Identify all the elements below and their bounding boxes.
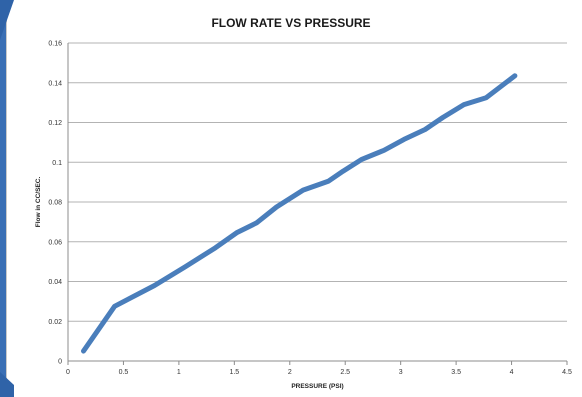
y-tick-label: 0.06 xyxy=(48,239,62,246)
frame-corner-bottom xyxy=(0,372,14,397)
y-tick-label: 0.14 xyxy=(48,80,62,87)
x-tick-label: 3.5 xyxy=(451,369,461,376)
chart-title: FLOW RATE VS PRESSURE xyxy=(211,16,371,30)
y-tick-label: 0.1 xyxy=(52,160,62,167)
x-tick-label: 0 xyxy=(66,369,70,376)
x-tick-label: 0.5 xyxy=(119,369,129,376)
y-tick-label: 0.12 xyxy=(48,120,62,127)
y-axis-label: Flow in CC/SEC. xyxy=(35,177,42,228)
y-tick-label: 0.02 xyxy=(48,319,62,326)
x-tick-label: 2.5 xyxy=(340,369,350,376)
x-axis-label: PRESSURE (PSI) xyxy=(291,383,343,390)
frame-corner-top xyxy=(0,0,14,40)
x-tick-label: 4.5 xyxy=(562,369,572,376)
y-tick-label: 0.16 xyxy=(48,41,62,48)
x-tick-label: 1.5 xyxy=(229,369,239,376)
x-tick-label: 3 xyxy=(399,369,403,376)
series-line xyxy=(81,73,518,354)
x-tick-label: 2 xyxy=(288,369,292,376)
y-tick-label: 0.08 xyxy=(48,200,62,207)
y-tick-label: 0.04 xyxy=(48,279,62,286)
x-tick-label: 4 xyxy=(510,369,514,376)
x-tick-label: 1 xyxy=(177,369,181,376)
y-tick-label: 0 xyxy=(58,359,62,366)
